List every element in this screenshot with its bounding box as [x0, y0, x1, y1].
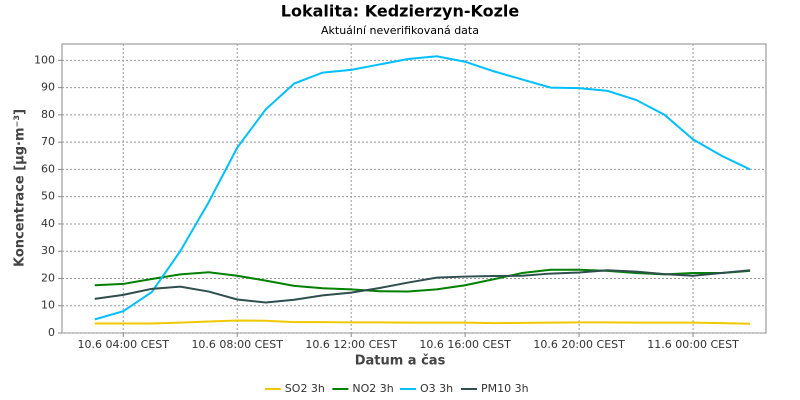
chart-subtitle: Aktuální neverifikovaná data: [321, 24, 479, 37]
x-tick-label: 11.6 00:00 CEST: [647, 338, 739, 351]
y-axis-label: Koncentrace [µg·m⁻³]: [13, 109, 28, 267]
data-line: [94, 269, 751, 304]
data-line: [94, 268, 751, 293]
data-line: [94, 319, 751, 325]
y-tick-label: 70: [41, 135, 55, 148]
x-tick-label: 10.6 20:00 CEST: [533, 338, 625, 351]
y-tick-label: 100: [34, 53, 55, 66]
legend-label: O3 3h: [420, 382, 453, 395]
y-tick-label: 0: [48, 326, 55, 339]
y-tick-label: 60: [41, 162, 55, 175]
legend-label: SO2 3h: [285, 382, 325, 395]
y-tick-label: 30: [41, 244, 55, 257]
y-tick-label: 40: [41, 217, 55, 230]
legend-label: NO2 3h: [352, 382, 393, 395]
chart-title: Lokalita: Kedzierzyn-Kozle: [281, 2, 520, 21]
x-axis-label: Datum a čas: [355, 354, 446, 369]
y-tick-label: 90: [41, 81, 55, 94]
plot-area: [61, 43, 767, 334]
x-tick-label: 10.6 12:00 CEST: [305, 338, 397, 351]
y-tick-label: 20: [41, 271, 55, 284]
x-tick-label: 10.6 08:00 CEST: [191, 338, 283, 351]
x-tick-label: 10.6 04:00 CEST: [77, 338, 169, 351]
data-line: [94, 55, 751, 321]
legend-label: PM10 3h: [481, 382, 529, 395]
y-tick-label: 80: [41, 108, 55, 121]
x-tick-label: 10.6 16:00 CEST: [419, 338, 511, 351]
y-tick-label: 50: [41, 190, 55, 203]
y-tick-label: 10: [41, 299, 55, 312]
